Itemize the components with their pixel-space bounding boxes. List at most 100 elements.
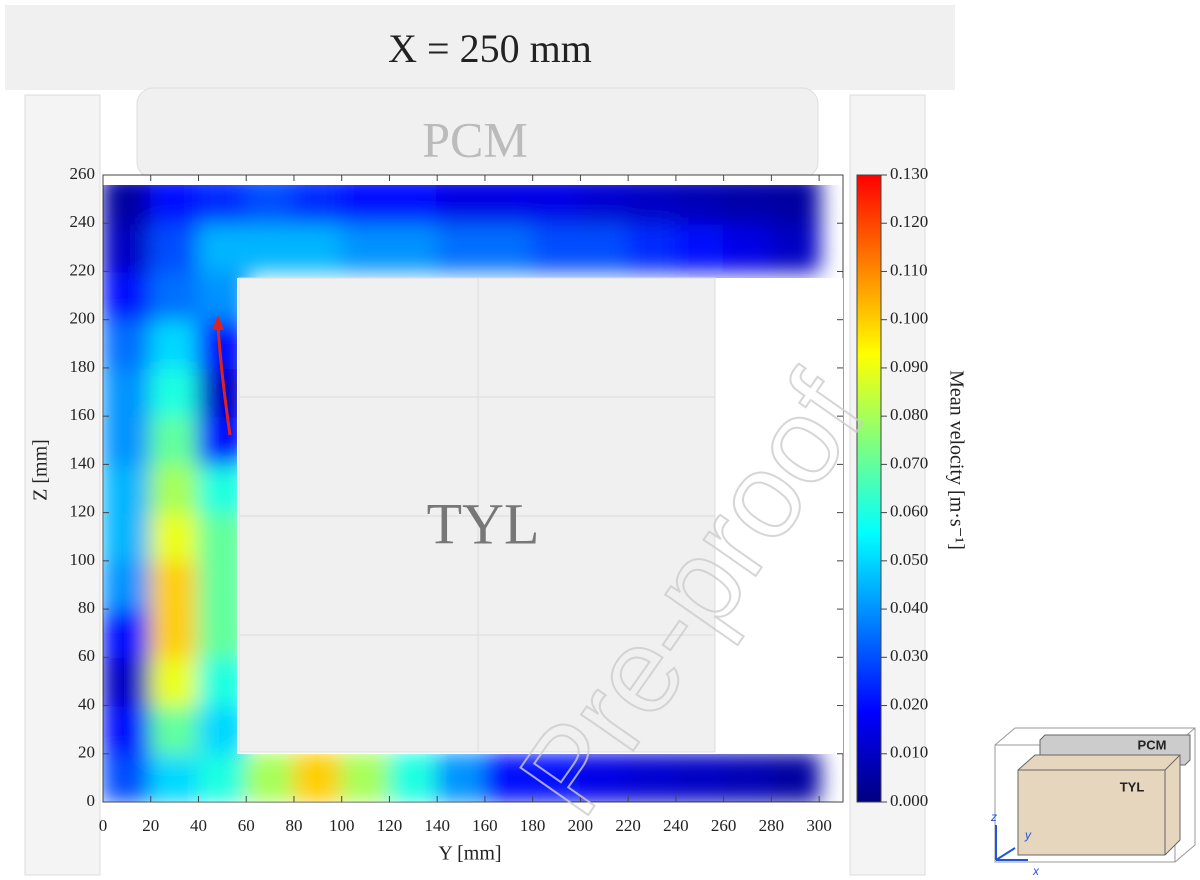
x-axis-label: Y [mm]: [438, 843, 501, 865]
field-cell: [674, 752, 725, 802]
y-tick-label: 60: [78, 646, 95, 665]
field-cell: [292, 752, 343, 802]
field-cell: [103, 185, 152, 225]
x-tick-label: 260: [711, 816, 737, 835]
tyl-label: TYL: [427, 491, 540, 556]
colorbar-tick-label: 0.060: [890, 502, 928, 521]
field-cell: [103, 415, 152, 466]
x-tick-label: 280: [759, 816, 785, 835]
field-cell: [436, 752, 486, 802]
field-cell: [722, 752, 773, 802]
y-tick-label: 240: [70, 212, 96, 231]
y-tick-label: 120: [70, 502, 96, 521]
field-cell: [531, 752, 582, 802]
inset-axis-z: z: [990, 810, 997, 824]
field-cell: [103, 511, 152, 562]
field-cell: [149, 559, 200, 611]
x-tick-label: 140: [424, 816, 450, 835]
y-tick-label: 140: [70, 453, 96, 472]
axes: 0.000 0.010 0.020 0.030 0.040 0.050 0.060 0.070…: [70, 164, 929, 835]
field-cell: [103, 222, 152, 273]
field-cell: [103, 752, 152, 802]
inset-axis-y: y: [1024, 828, 1032, 842]
title-band: [5, 5, 955, 90]
field-cell: [579, 185, 630, 225]
x-tick-label: 160: [472, 816, 498, 835]
colorbar-tick-label: 0.120: [890, 212, 928, 231]
field-cell: [149, 270, 200, 321]
field-cell: [149, 185, 200, 225]
inset-axes: [995, 825, 1028, 861]
y-tick-label: 260: [70, 164, 96, 183]
field-cell: [149, 366, 200, 418]
field-cell: [149, 415, 200, 466]
tyl-block: [238, 277, 716, 753]
colorbar-tick-label: 0.050: [890, 550, 928, 569]
field-cell: [197, 752, 248, 802]
field-cell: [340, 752, 391, 802]
field-cell: [483, 185, 534, 225]
field-cell: [245, 185, 295, 225]
field-cell: [579, 222, 630, 273]
y-tick-label: 160: [70, 405, 96, 424]
field-cell: [197, 185, 248, 225]
colorbar-tick-label: 0.110: [890, 260, 928, 279]
x-tick-label: 300: [806, 816, 832, 835]
x-tick-label: 220: [615, 816, 641, 835]
x-tick-label: 100: [329, 816, 355, 835]
x-tick-label: 240: [663, 816, 689, 835]
frame-left: [24, 94, 101, 876]
colorbar-label: Mean velocity [m·s⁻¹]: [945, 370, 967, 550]
colorbar-tick-label: 0.130: [890, 164, 928, 183]
y-tick-label: 100: [70, 550, 96, 569]
x-tick-label: 120: [377, 816, 403, 835]
inset-axis-x: x: [1032, 864, 1040, 878]
field-cell: [149, 752, 200, 802]
field-cells: [103, 185, 821, 802]
field-cell: [149, 511, 200, 562]
field-cell: [103, 366, 152, 418]
y-tick-label: 220: [70, 260, 96, 279]
inset-tyl: [1017, 754, 1181, 856]
x-tick-label: 0: [99, 816, 108, 835]
field-cell: [722, 222, 773, 273]
field-cell: [197, 222, 248, 273]
field-cell: [103, 318, 152, 369]
tyl-grid: [239, 278, 715, 752]
field-cell: [103, 463, 152, 514]
field-cell: [722, 185, 773, 225]
field-cell: [627, 185, 677, 225]
inset-tyl-edge: [1018, 754, 1181, 855]
y-axis-label: Z [mm]: [30, 439, 52, 501]
y-tick-label: 0: [87, 791, 96, 810]
colorbar-tick-label: 0.010: [890, 743, 928, 762]
inset: PCM TYL z y x: [990, 727, 1196, 878]
x-tick-label: 20: [142, 816, 159, 835]
y-tick-label: 40: [78, 694, 95, 713]
field-cell: [292, 185, 343, 225]
pcm-label: PCM: [422, 111, 528, 167]
field-cell: [149, 222, 200, 273]
inset-pcm-label: PCM: [1138, 737, 1167, 752]
field-cell: [531, 222, 582, 273]
field-cell: [483, 222, 534, 273]
velocity-field: [103, 185, 821, 802]
field-cell: [149, 656, 200, 707]
field-cell: [149, 318, 200, 369]
y-tick-label: 180: [70, 357, 96, 376]
field-cell: [627, 752, 677, 802]
field-cell: [674, 185, 725, 225]
colorbar-tick-label: 0.040: [890, 598, 928, 617]
field-cell: [103, 704, 152, 755]
field-cell: [245, 222, 295, 273]
field-cell: [388, 185, 439, 225]
field-cell: [388, 752, 439, 802]
inset-tyl-label: TYL: [1120, 779, 1145, 794]
field-cell: [388, 222, 439, 273]
field-cell: [770, 222, 821, 273]
field-cell: [149, 704, 200, 755]
colorbar: [856, 174, 882, 803]
y-tick-label: 200: [70, 309, 96, 328]
flow-arrow-head: [212, 315, 224, 330]
